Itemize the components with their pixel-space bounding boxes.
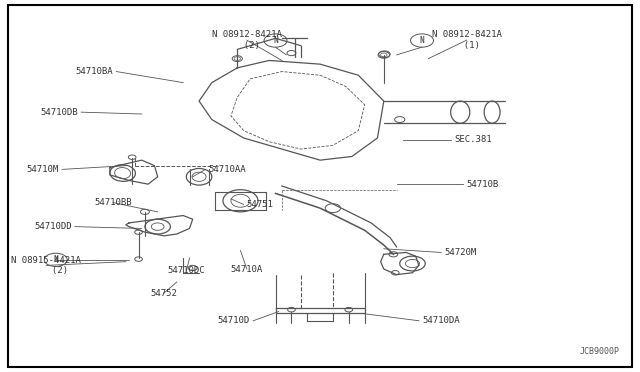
Text: 54752: 54752 <box>150 289 177 298</box>
Text: N: N <box>273 36 278 45</box>
Text: 54710BA: 54710BA <box>76 67 113 76</box>
Text: 54710DB: 54710DB <box>40 108 78 117</box>
Text: 54720M: 54720M <box>444 248 477 257</box>
Text: SEC.381: SEC.381 <box>454 135 492 144</box>
Text: 54710A: 54710A <box>231 264 263 273</box>
Text: 54710AA: 54710AA <box>209 165 246 174</box>
Text: 54710M: 54710M <box>27 165 59 174</box>
Text: 54710D: 54710D <box>218 316 250 325</box>
Text: N 08912-8421A
  (2): N 08912-8421A (2) <box>212 31 282 50</box>
Text: 54751: 54751 <box>247 200 274 209</box>
Text: N 08912-8421A
  (1): N 08912-8421A (1) <box>432 31 502 50</box>
Text: 54710DD: 54710DD <box>34 222 72 231</box>
Text: 54710DA: 54710DA <box>422 316 460 325</box>
Text: N: N <box>53 255 58 264</box>
Text: 54710BB: 54710BB <box>94 198 132 207</box>
Text: 54710B: 54710B <box>467 180 499 189</box>
Text: N: N <box>420 36 424 45</box>
Text: 54710DC: 54710DC <box>168 266 205 275</box>
FancyBboxPatch shape <box>8 5 632 367</box>
Text: JCB9000P: JCB9000P <box>579 347 620 356</box>
Text: N 08915-4421A
     (2): N 08915-4421A (2) <box>12 256 81 275</box>
